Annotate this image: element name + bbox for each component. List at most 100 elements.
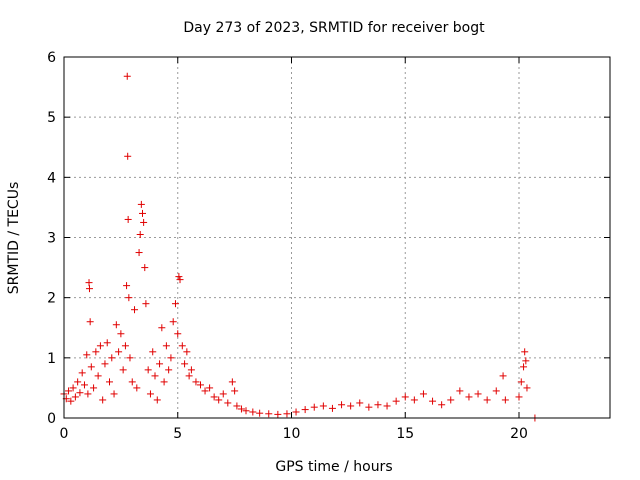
- data-point: [265, 410, 273, 418]
- data-point: [78, 369, 86, 377]
- data-point: [108, 354, 116, 362]
- data-point: [233, 402, 241, 410]
- data-point: [274, 410, 282, 418]
- data-point: [149, 348, 157, 356]
- data-point: [197, 381, 204, 389]
- data-point: [301, 406, 309, 414]
- data-point: [133, 384, 141, 392]
- data-point: [146, 390, 154, 398]
- data-point: [131, 306, 139, 314]
- data-point: [101, 360, 109, 368]
- data-point: [283, 410, 291, 418]
- data-point: [499, 372, 507, 380]
- data-point: [76, 389, 84, 397]
- data-point: [383, 402, 391, 410]
- data-point: [174, 330, 182, 338]
- data-point: [228, 378, 236, 386]
- x-tick-label: 5: [173, 426, 182, 442]
- x-tick-label: 0: [60, 426, 69, 442]
- data-point: [206, 384, 214, 392]
- data-point: [83, 351, 91, 359]
- data-point: [84, 390, 92, 398]
- data-point: [474, 390, 482, 398]
- data-point: [456, 387, 464, 395]
- data-point: [87, 363, 95, 371]
- data-point: [178, 342, 186, 350]
- y-tick-label: 2: [47, 291, 56, 307]
- data-point: [438, 401, 446, 409]
- data-point: [141, 264, 149, 272]
- data-point: [319, 402, 327, 410]
- data-point: [85, 285, 93, 293]
- data-point: [124, 215, 132, 223]
- data-point: [292, 408, 300, 416]
- data-point: [160, 378, 168, 386]
- data-point: [492, 387, 500, 395]
- plot-frame: [63, 56, 611, 419]
- y-tick-label: 3: [47, 231, 56, 247]
- data-point: [181, 360, 189, 368]
- data-point: [310, 403, 318, 411]
- data-point: [365, 403, 373, 411]
- data-point: [171, 300, 179, 308]
- data-point: [374, 401, 382, 409]
- data-point: [419, 390, 427, 398]
- y-tick-label: 1: [47, 351, 56, 367]
- data-point: [522, 357, 530, 365]
- data-point: [465, 393, 473, 401]
- data-point: [65, 387, 73, 395]
- data-point: [115, 348, 123, 356]
- data-point: [328, 404, 336, 412]
- data-point: [80, 381, 88, 389]
- data-point: [515, 393, 523, 401]
- data-point: [483, 396, 491, 404]
- data-point: [167, 354, 175, 362]
- data-point: [156, 360, 164, 368]
- data-point: [175, 273, 183, 281]
- data-point: [201, 387, 209, 395]
- data-point: [117, 330, 125, 338]
- data-point: [123, 282, 131, 290]
- data-point: [86, 318, 94, 326]
- data-points: [60, 72, 539, 422]
- data-point: [249, 408, 257, 416]
- data-point: [123, 72, 131, 80]
- data-point: [338, 401, 346, 409]
- x-axis-label: GPS time / hours: [275, 459, 392, 475]
- y-tick-label: 4: [47, 170, 56, 186]
- data-point: [401, 393, 409, 401]
- data-point: [224, 399, 232, 407]
- data-point: [158, 324, 166, 332]
- y-axis-label: SRMTID / TECUs: [6, 182, 22, 295]
- y-tick-label: 5: [47, 110, 56, 126]
- data-point: [187, 366, 195, 374]
- data-point: [347, 402, 355, 410]
- data-point: [140, 218, 148, 226]
- data-point: [90, 384, 98, 392]
- data-point: [110, 390, 118, 398]
- y-tick-label: 0: [47, 411, 56, 427]
- data-point: [85, 279, 93, 287]
- data-point: [126, 354, 134, 362]
- data-point: [94, 372, 102, 380]
- data-point: [67, 397, 75, 405]
- data-point: [74, 378, 82, 386]
- data-point: [71, 393, 79, 401]
- data-point: [237, 405, 245, 413]
- data-point: [169, 318, 177, 326]
- data-point: [106, 378, 113, 386]
- data-point: [210, 393, 218, 401]
- axis-ticks: 0 5 10 15 20 0 1 2 3 4 5 6: [47, 50, 610, 442]
- data-point: [162, 342, 170, 350]
- data-point: [121, 342, 129, 350]
- x-tick-label: 10: [283, 426, 301, 442]
- data-point: [256, 409, 264, 417]
- data-point: [99, 396, 107, 404]
- data-point: [183, 348, 191, 356]
- data-point: [125, 294, 133, 302]
- data-point: [96, 342, 104, 350]
- data-point: [517, 378, 525, 386]
- data-point: [429, 397, 437, 405]
- data-point: [219, 390, 227, 398]
